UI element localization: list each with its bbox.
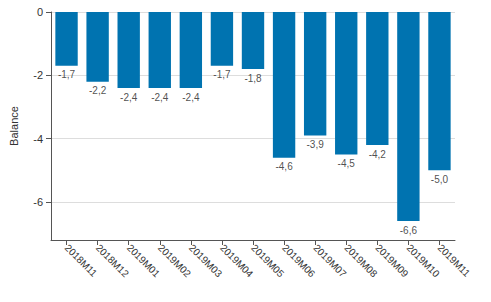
svg-text:-5,0: -5,0 (431, 174, 449, 185)
svg-text:-1,7: -1,7 (58, 69, 76, 80)
svg-text:-2,4: -2,4 (151, 92, 169, 103)
svg-text:2019M10: 2019M10 (404, 242, 442, 280)
svg-text:2019M05: 2019M05 (249, 242, 287, 280)
svg-text:-1,7: -1,7 (213, 69, 231, 80)
svg-text:-4,2: -4,2 (369, 149, 387, 160)
svg-text:-1,8: -1,8 (244, 73, 262, 84)
svg-text:2019M02: 2019M02 (155, 242, 194, 280)
svg-text:-4,6: -4,6 (275, 161, 293, 172)
svg-text:2018M12: 2018M12 (93, 242, 131, 280)
svg-text:2019M09: 2019M09 (373, 242, 411, 280)
svg-text:-2,4: -2,4 (182, 92, 200, 103)
svg-text:-4,5: -4,5 (338, 158, 356, 169)
svg-text:-2,2: -2,2 (89, 85, 107, 96)
svg-text:2019M08: 2019M08 (342, 242, 380, 280)
svg-text:-6,6: -6,6 (400, 225, 418, 236)
svg-text:-4: -4 (33, 133, 43, 145)
svg-text:2019M01: 2019M01 (124, 242, 162, 280)
svg-text:-2: -2 (33, 69, 43, 81)
svg-text:-3,9: -3,9 (307, 139, 325, 150)
svg-text:2019M07: 2019M07 (311, 242, 349, 280)
svg-text:2019M06: 2019M06 (280, 242, 318, 280)
svg-text:-2,4: -2,4 (120, 92, 138, 103)
svg-text:2019M04: 2019M04 (218, 242, 256, 280)
svg-text:0: 0 (37, 6, 43, 18)
svg-text:2018M11: 2018M11 (63, 242, 100, 279)
svg-text:2019M11: 2019M11 (436, 242, 473, 279)
svg-text:Balance: Balance (8, 106, 20, 146)
svg-text:2019M03: 2019M03 (187, 242, 225, 280)
svg-text:-6: -6 (33, 196, 43, 208)
